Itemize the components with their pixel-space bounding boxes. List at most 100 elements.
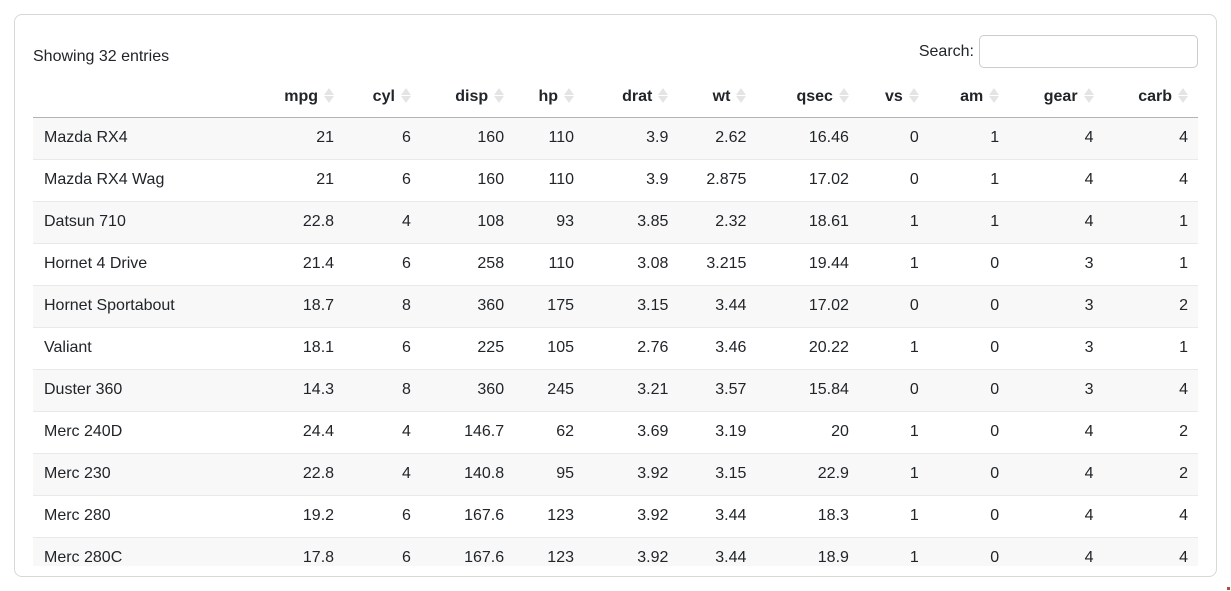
datatable-card: Showing 32 entries Search: mpg cyl disp hp d…	[14, 14, 1217, 577]
row-value-cell: 3.92	[637, 549, 669, 566]
row-value-cell: 0	[990, 423, 1000, 440]
row-value-cell: 4	[1179, 129, 1188, 146]
row-value-cell: 0	[909, 129, 919, 146]
sort-both-icon	[564, 88, 574, 104]
row-value-cell: 160	[477, 171, 505, 188]
column-header-cyl[interactable]: cyl	[344, 77, 421, 118]
column-header-wt[interactable]: wt	[678, 77, 757, 118]
row-name-cell: Duster 360	[44, 381, 123, 398]
row-value-cell: 21	[316, 129, 335, 146]
row-value-cell: 2.32	[715, 213, 747, 230]
row-value-cell: 2	[1179, 297, 1188, 314]
sort-both-icon	[658, 88, 669, 104]
row-value-cell: 1	[1179, 255, 1188, 272]
row-value-cell: 0	[990, 549, 1000, 566]
table-row: Duster 360 14.3 8 360 245 3.21 3.57 15.84 0 0 3 4	[33, 369, 1198, 411]
row-value-cell: 3.44	[715, 297, 747, 314]
column-label: disp	[455, 87, 489, 105]
row-value-cell: 0	[909, 297, 919, 314]
table-row: Hornet 4 Drive 21.4 6 258 110 3.08 3.215 19.44…	[33, 243, 1198, 285]
row-value-cell: 1	[1179, 339, 1188, 356]
screen-artifact-dot	[1227, 587, 1230, 590]
column-header-gear[interactable]: gear	[1009, 77, 1104, 118]
row-name-cell: Hornet Sportabout	[44, 297, 175, 314]
row-value-cell: 0	[990, 255, 1000, 272]
column-header-hp[interactable]: hp	[514, 77, 584, 118]
column-header-disp[interactable]: disp	[420, 77, 515, 118]
row-value-cell: 2.76	[637, 339, 669, 356]
row-value-cell: 0	[990, 507, 1000, 524]
row-value-cell: 21.4	[302, 255, 335, 272]
row-value-cell: 0	[990, 297, 1000, 314]
row-value-cell: 146.7	[464, 423, 505, 440]
row-value-cell: 3.85	[637, 213, 669, 230]
row-value-cell: 4	[1084, 423, 1094, 440]
column-header-am[interactable]: am	[928, 77, 1010, 118]
row-value-cell: 225	[477, 339, 505, 356]
column-header-drat[interactable]: drat	[584, 77, 679, 118]
row-value-cell: 0	[909, 381, 919, 398]
table-body: Mazda RX4 21 6 160 110 3.9 2.62 16.46 0 1 4 4 Mazd…	[33, 117, 1198, 566]
row-value-cell: 2	[1179, 423, 1188, 440]
column-label: wt	[712, 87, 731, 105]
row-value-cell: 4	[402, 423, 411, 440]
column-header-vs[interactable]: vs	[858, 77, 929, 118]
sort-both-icon	[1083, 88, 1094, 104]
column-label: am	[960, 87, 984, 105]
sort-both-icon	[1178, 88, 1188, 104]
row-value-cell: 108	[477, 213, 505, 230]
row-value-cell: 3.92	[637, 507, 669, 524]
row-value-cell: 22.8	[302, 213, 335, 230]
table-row: Mazda RX4 Wag 21 6 160 110 3.9 2.875 17.02 0 1 4 4	[33, 159, 1198, 201]
row-value-cell: 360	[477, 381, 505, 398]
column-header-mpg[interactable]: mpg	[267, 77, 345, 118]
row-value-cell: 110	[548, 129, 574, 146]
column-header-carb[interactable]: carb	[1103, 77, 1198, 118]
row-value-cell: 105	[547, 339, 574, 356]
row-value-cell: 2.62	[715, 129, 747, 146]
column-header-qsec[interactable]: qsec	[756, 77, 859, 118]
column-label: mpg	[284, 87, 319, 105]
row-value-cell: 1	[909, 465, 919, 482]
row-value-cell: 3.69	[637, 423, 669, 440]
row-value-cell: 3	[1084, 297, 1094, 314]
table-row: Merc 280C 17.8 6 167.6 123 3.92 3.44 18.9 1 0 4 4	[33, 537, 1198, 566]
row-value-cell: 4	[402, 465, 411, 482]
row-value-cell: 4	[1179, 549, 1188, 566]
row-value-cell: 1	[909, 549, 919, 566]
search-input[interactable]	[979, 35, 1198, 68]
row-value-cell: 360	[477, 297, 505, 314]
row-value-cell: 3.9	[646, 171, 669, 188]
sort-both-icon	[838, 88, 849, 104]
row-value-cell: 3.15	[715, 465, 747, 482]
row-value-cell: 18.9	[817, 549, 849, 566]
row-value-cell: 123	[547, 549, 574, 566]
row-value-cell: 18.61	[808, 213, 849, 230]
column-label: hp	[538, 87, 558, 105]
row-value-cell: 3.9	[646, 129, 669, 146]
row-value-cell: 17.8	[302, 549, 335, 566]
row-name-cell: Merc 240D	[44, 423, 123, 440]
row-value-cell: 8	[402, 381, 411, 398]
row-value-cell: 4	[1084, 171, 1094, 188]
row-value-cell: 22.9	[817, 465, 849, 482]
row-value-cell: 17.02	[808, 171, 849, 188]
row-value-cell: 0	[990, 339, 1000, 356]
row-name-cell: Valiant	[44, 339, 92, 356]
row-value-cell: 3.44	[715, 549, 747, 566]
row-value-cell: 2	[1179, 465, 1188, 482]
row-value-cell: 2.875	[706, 171, 747, 188]
column-label: vs	[885, 87, 903, 105]
row-value-cell: 1	[990, 171, 1000, 188]
row-value-cell: 3.19	[715, 423, 747, 440]
row-value-cell: 4	[1179, 171, 1188, 188]
table-header-row: mpg cyl disp hp drat wt qsec vs am gear carb	[33, 77, 1198, 118]
row-value-cell: 167.6	[464, 507, 505, 524]
row-value-cell: 1	[909, 255, 919, 272]
row-value-cell: 19.2	[302, 507, 335, 524]
table-row: Hornet Sportabout 18.7 8 360 175 3.15 3.44 17.…	[33, 285, 1198, 327]
row-value-cell: 93	[556, 213, 574, 230]
row-value-cell: 21	[316, 171, 335, 188]
row-value-cell: 160	[477, 129, 505, 146]
row-value-cell: 3	[1084, 255, 1094, 272]
